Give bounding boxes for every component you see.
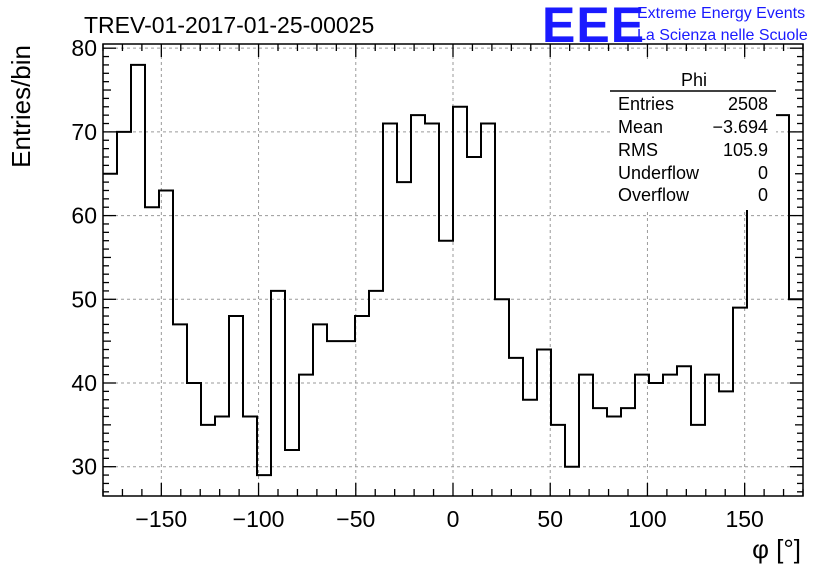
stats-value-entries: 2508 [728,94,768,114]
y-axis-title: Entries/bin [6,45,36,168]
stats-label-mean: Mean [618,117,663,137]
x-tick-label: 0 [447,506,460,532]
stats-value-rms: 105.9 [723,140,768,160]
axis-ticks [102,44,804,496]
y-tick-label: 30 [71,454,97,480]
stats-value-underflow: 0 [758,163,768,183]
histogram-line [103,63,803,477]
chart-title: TREV-01-2017-01-25-00025 [84,12,374,38]
x-tick-label: 150 [725,506,763,532]
logo-mark: EEE [542,0,645,53]
y-tick-labels: 30 40 50 60 70 80 [71,35,97,480]
x-tick-labels: −150 −100 −50 0 50 100 150 [135,506,763,532]
logo-line-2: La Scienza nelle Scuole [637,27,808,44]
stats-label-overflow: Overflow [618,185,690,205]
x-tick-label: 50 [537,506,563,532]
stats-label-entries: Entries [618,94,674,114]
x-axis-title: φ [°] [752,534,801,564]
y-tick-label: 70 [71,119,97,145]
x-tick-label: 100 [628,506,666,532]
y-tick-label: 40 [71,370,97,396]
x-tick-label: −100 [233,506,285,532]
eee-logo: EEE Extreme Energy Events La Scienza nel… [542,0,808,53]
x-tick-label: −150 [135,506,187,532]
y-tick-label: 60 [71,203,97,229]
stats-box: Phi Entries 2508 Mean −3.694 RMS 105.9 U… [610,62,776,210]
stats-label-rms: RMS [618,140,658,160]
logo-line-1: Extreme Energy Events [637,5,805,22]
y-tick-label: 80 [71,35,97,61]
stats-value-overflow: 0 [758,185,768,205]
stats-value-mean: −3.694 [712,117,768,137]
stats-label-underflow: Underflow [618,163,700,183]
x-tick-label: −50 [336,506,375,532]
y-tick-label: 50 [71,286,97,312]
stats-title: Phi [681,70,707,90]
